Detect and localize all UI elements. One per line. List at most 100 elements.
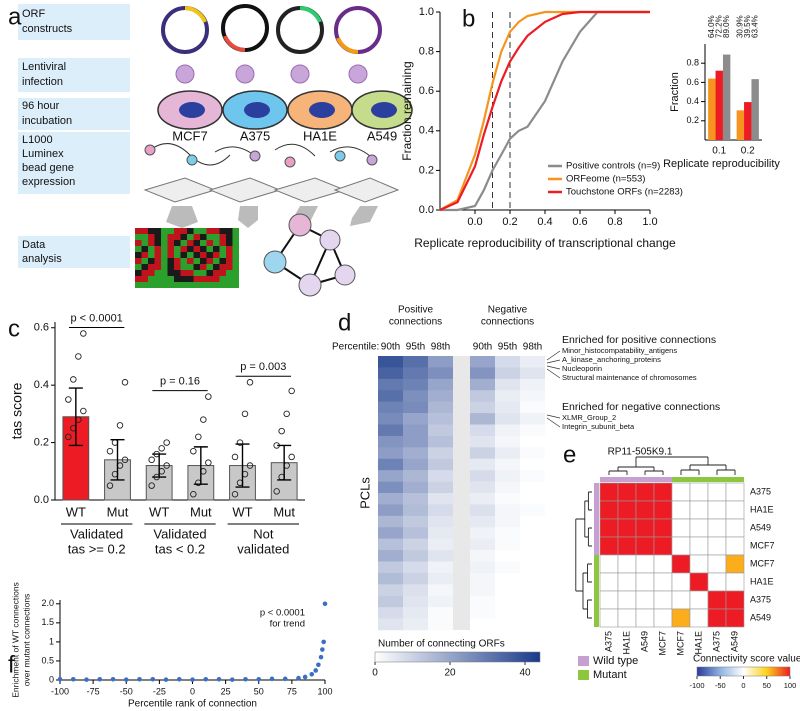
thumb-cell — [161, 282, 168, 288]
heatmap-thumbnail — [135, 228, 239, 288]
data-point — [229, 677, 235, 682]
heatmap-cell — [520, 572, 545, 585]
heatmap-cell — [520, 538, 545, 551]
x-tick-label: Mut — [273, 504, 295, 519]
heatmap-cell — [378, 413, 403, 425]
heatmap-cell — [403, 504, 428, 517]
heatmap-cell — [520, 527, 545, 539]
plates — [143, 177, 400, 203]
error-bar — [193, 446, 208, 485]
thumb-cell — [174, 228, 181, 234]
thumb-cell — [219, 234, 226, 240]
heatmap-cell — [520, 356, 545, 368]
heatmap-cell — [495, 481, 520, 494]
data-point — [158, 445, 165, 452]
heatmap-cell — [378, 356, 403, 368]
heatmap-cell — [428, 356, 453, 368]
thumb-cell — [167, 240, 174, 246]
column-label: HA1E — [693, 631, 703, 655]
thumb-cell — [167, 252, 174, 258]
error-bar — [152, 453, 167, 478]
thumb-cell — [219, 228, 226, 234]
dendrogram — [587, 491, 592, 511]
heatmap-cell — [495, 390, 520, 402]
x-tick-label: 0.1 — [712, 146, 726, 157]
x-tick-label: 100 — [317, 686, 332, 696]
y-tick-label: 0.4 — [686, 96, 699, 106]
y-tick-label: 0.0 — [419, 204, 434, 216]
y-tick-label: 0.8 — [419, 46, 434, 58]
thumb-cell — [154, 240, 161, 246]
thumb-cell — [167, 246, 174, 252]
heatmap-cell — [617, 536, 637, 556]
heatmap-cell — [653, 572, 673, 592]
thumb-cell — [232, 228, 239, 234]
dendrogram — [582, 572, 588, 610]
step-label: expression — [22, 176, 75, 188]
x-tick-label: 0.8 — [607, 216, 622, 228]
thumb-cell — [187, 240, 194, 246]
column-label: A375 — [711, 631, 721, 652]
heatmap-cell — [428, 504, 453, 517]
bar — [715, 70, 723, 140]
thumb-cell — [154, 258, 161, 264]
annotation-item: Structural maintenance of chromosomes — [562, 373, 697, 382]
heatmap-cell — [707, 518, 727, 538]
thumb-cell — [200, 228, 207, 234]
step-box — [18, 132, 130, 194]
heatmap-cell — [725, 518, 745, 538]
value-label: 39.5% — [743, 15, 752, 38]
thumb-cell — [213, 234, 220, 240]
heatmap-cell — [378, 424, 403, 437]
x-tick-label: 50 — [254, 686, 264, 696]
y-tick-label: 0.2 — [419, 164, 434, 176]
data-point — [231, 453, 239, 461]
group-bar — [618, 477, 636, 482]
thumb-cell — [226, 240, 233, 246]
thumb-cell — [154, 246, 161, 252]
heatmap-cell — [599, 536, 619, 556]
heatmap-cell — [428, 584, 453, 597]
thumb-cell — [193, 258, 200, 264]
data-point — [278, 427, 285, 435]
heatmap-cell — [495, 447, 520, 460]
step-label: constructs — [22, 23, 73, 35]
thumb-cell — [206, 246, 213, 252]
heatmap-cell — [689, 518, 709, 538]
group-label: Validated — [153, 526, 206, 541]
step-box — [18, 58, 130, 92]
thumb-cell — [226, 252, 233, 258]
heatmap-cell — [671, 554, 691, 574]
bead-dots — [144, 144, 378, 168]
heatmap-cell — [403, 470, 428, 482]
thumb-cell — [206, 264, 213, 270]
thumb-cell — [135, 246, 142, 252]
heatmap-cell — [495, 493, 520, 505]
thumb-cell — [232, 270, 239, 276]
heatmap-cell — [378, 378, 403, 391]
step-label: infection — [22, 76, 63, 88]
legend-label: Touchstone ORFs (n=2283) — [566, 187, 683, 198]
column-group-label: Positive — [398, 305, 433, 316]
heatmap-cell — [428, 367, 453, 380]
thumb-cell — [232, 264, 239, 270]
heatmap-cell — [520, 481, 545, 494]
heatmap-cell — [470, 493, 495, 505]
data-point — [203, 676, 209, 682]
row-label: HA1E — [750, 504, 774, 514]
cell-line-label: MCF7 — [172, 128, 207, 143]
thumb-cell — [154, 228, 161, 234]
row-label: MCF7 — [750, 540, 775, 550]
column-label: 98th — [523, 342, 542, 353]
heatmap-cell — [428, 378, 453, 391]
data-point — [150, 676, 156, 682]
group-label: Validated — [70, 526, 123, 541]
step-box — [18, 98, 130, 130]
leader-line — [546, 417, 561, 428]
thumb-cell — [213, 246, 220, 252]
heatmap-cell — [689, 536, 709, 556]
heatmap-cell — [520, 424, 545, 437]
heatmap-cell — [725, 536, 745, 556]
heatmap-cell — [495, 618, 520, 631]
column-label: A549 — [729, 631, 739, 652]
